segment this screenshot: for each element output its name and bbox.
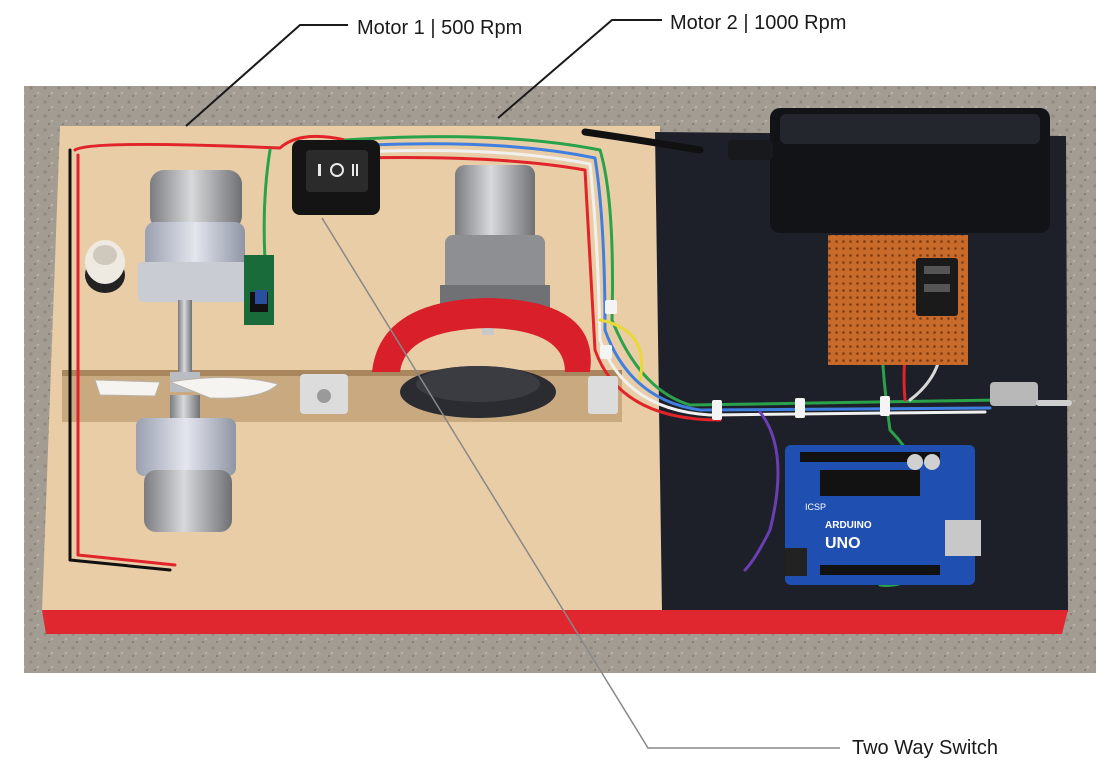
arduino-brand-text: ARDUINO (825, 520, 872, 531)
cable-ties (600, 300, 890, 420)
power-adapter (728, 108, 1050, 233)
leader-lines (185, 19, 840, 749)
two-way-switch-label: Two Way Switch (852, 737, 998, 759)
rocker-switch (292, 140, 380, 215)
motor-2-mount (372, 298, 591, 418)
driver-board (244, 255, 274, 325)
motor-2-leader (497, 19, 662, 119)
toggle-switch (990, 382, 1072, 406)
motor-2-label: Motor 2 | 1000 Rpm (670, 12, 847, 34)
pushbutton-component (85, 240, 125, 293)
arduino-uno: ICSP ARDUINO UNO (785, 445, 981, 585)
motor-1-label: Motor 1 | 500 Rpm (357, 17, 523, 39)
motor-1-bottom (136, 395, 236, 532)
arduino-model-text: UNO (825, 535, 861, 552)
perfboard (828, 235, 968, 365)
arduino-icsp-text: ICSP (805, 502, 826, 512)
switch-leader (321, 217, 840, 749)
fan-blade (94, 376, 279, 399)
mounting-brackets (300, 374, 618, 414)
motor-1-leader (185, 24, 348, 127)
